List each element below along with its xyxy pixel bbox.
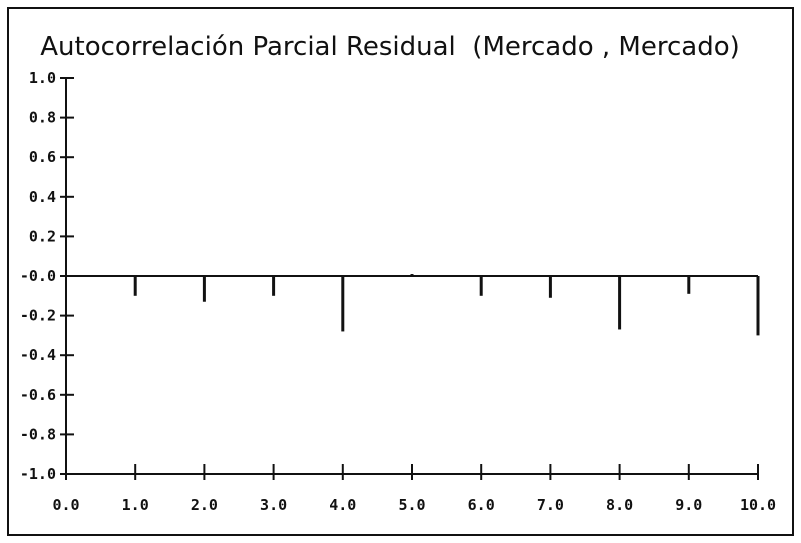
x-tick-label: 7.0: [537, 496, 564, 514]
y-tick-label: -0.0: [20, 267, 56, 285]
x-axis-ticks: 0.0 1.0 2.0 3.0 4.0 5.0 6.0 7.0 8.0 9.0 10.0: [52, 464, 776, 514]
y-tick-label: 0.8: [29, 109, 56, 127]
pacf-bars: [133, 274, 760, 336]
y-tick-label: -1.0: [20, 465, 56, 483]
chart-title: Autocorrelación Parcial Residual (Mercad…: [40, 32, 740, 62]
y-tick-label: -0.8: [20, 425, 56, 443]
x-tick-label: 4.0: [329, 496, 356, 514]
y-tick-label: 0.6: [29, 148, 56, 166]
x-tick-label: 5.0: [398, 496, 425, 514]
y-axis-ticks: 1.0 0.8 0.6 0.4 0.2 -0.0 -0.2 -0.4 -0.6 -0.8 -1.0: [20, 69, 74, 483]
y-tick-label: -0.6: [20, 386, 56, 404]
x-tick-label: 8.0: [606, 496, 633, 514]
y-tick-label: -0.2: [20, 307, 56, 325]
chart-frame: [7, 7, 794, 536]
y-tick-label: 0.4: [29, 188, 56, 206]
x-tick-label: 2.0: [191, 496, 218, 514]
y-tick-label: 0.2: [29, 227, 56, 245]
x-tick-label: 6.0: [468, 496, 495, 514]
x-tick-label: 9.0: [675, 496, 702, 514]
y-tick-label: 1.0: [29, 69, 56, 87]
y-tick-label: -0.4: [20, 346, 56, 364]
x-tick-label: 0.0: [52, 496, 79, 514]
x-tick-label: 1.0: [122, 496, 149, 514]
x-tick-label: 10.0: [740, 496, 776, 514]
x-tick-label: 3.0: [260, 496, 287, 514]
